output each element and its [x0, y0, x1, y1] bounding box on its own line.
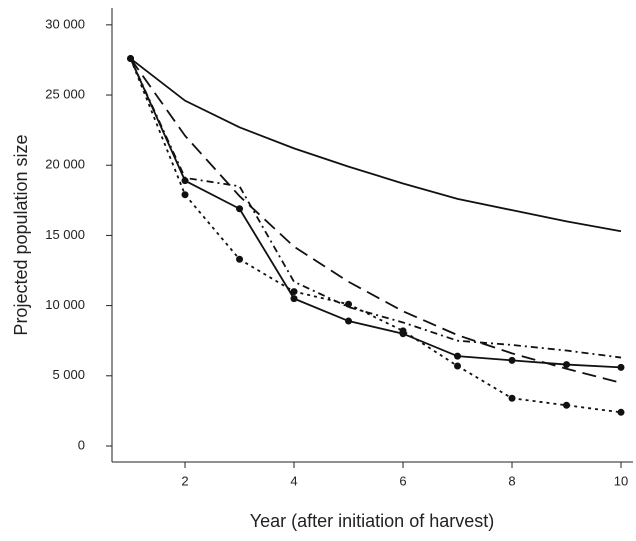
x-tick-label: 2 — [181, 473, 188, 488]
point — [617, 408, 625, 416]
point — [290, 288, 298, 296]
y-tick-label: 0 — [78, 437, 85, 452]
point — [399, 327, 407, 335]
y-tick-label: 30 000 — [45, 16, 85, 31]
series-line — [129, 58, 622, 414]
y-tick-label: 25 000 — [45, 86, 85, 101]
series-line — [129, 58, 622, 384]
series-line — [129, 57, 622, 233]
point — [454, 352, 462, 360]
point — [563, 361, 571, 369]
y-tick-label: 5 000 — [52, 367, 85, 382]
x-tick-label: 4 — [290, 473, 297, 488]
point — [454, 362, 462, 370]
y-axis-label: Projected population size — [11, 134, 31, 335]
x-tick-label: 8 — [508, 473, 515, 488]
point — [236, 205, 244, 213]
point — [345, 317, 353, 325]
series-line — [129, 58, 622, 359]
series-line — [129, 58, 622, 369]
x-tick-label: 6 — [399, 473, 406, 488]
x-tick-label: 10 — [614, 473, 628, 488]
y-tick-label: 15 000 — [45, 227, 85, 242]
point — [290, 295, 298, 303]
y-tick-label: 10 000 — [45, 297, 85, 312]
point — [508, 394, 516, 402]
y-tick-label: 20 000 — [45, 157, 85, 172]
point — [236, 255, 244, 263]
point — [181, 177, 189, 185]
point — [345, 300, 353, 308]
x-axis-label: Year (after initiation of harvest) — [250, 511, 494, 531]
point — [617, 363, 625, 371]
point — [508, 356, 516, 364]
point — [181, 191, 189, 199]
point — [563, 401, 571, 409]
